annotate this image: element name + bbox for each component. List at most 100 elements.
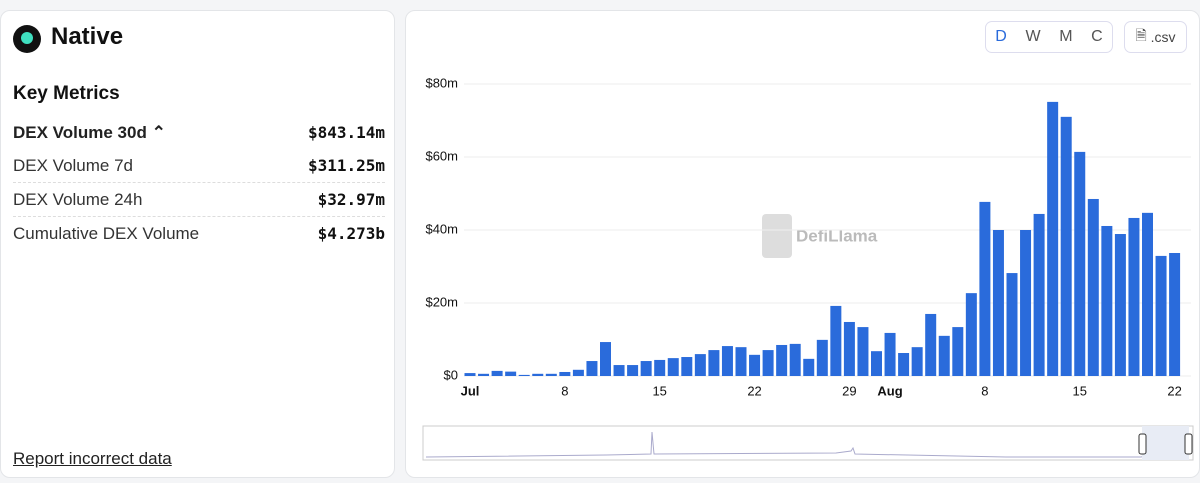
key-metrics-title: Key Metrics bbox=[13, 83, 120, 104]
metric-value: $4.273b bbox=[317, 224, 385, 243]
bar bbox=[830, 305, 842, 376]
bar bbox=[464, 373, 476, 376]
metric-row: DEX Volume 7d $311.25m bbox=[13, 149, 385, 182]
bar bbox=[1020, 230, 1032, 376]
metric-label: Cumulative DEX Volume bbox=[13, 223, 200, 243]
csv-label: .csv bbox=[1150, 29, 1176, 45]
bar bbox=[938, 335, 950, 376]
bar bbox=[681, 357, 693, 376]
brush-window[interactable] bbox=[1142, 426, 1189, 460]
bar bbox=[776, 344, 788, 376]
metric-label: DEX Volume 24h bbox=[13, 189, 143, 209]
bar bbox=[667, 358, 679, 376]
bar bbox=[559, 371, 571, 376]
bar bbox=[1169, 252, 1181, 376]
bar bbox=[572, 369, 584, 376]
bar bbox=[694, 354, 706, 376]
bar bbox=[898, 353, 910, 376]
bar bbox=[992, 230, 1004, 376]
bar bbox=[708, 350, 720, 376]
bar bbox=[1101, 225, 1113, 376]
brush-preview bbox=[425, 431, 1192, 458]
bar bbox=[1155, 255, 1167, 376]
bar bbox=[532, 373, 544, 376]
metric-value: $32.97m bbox=[317, 190, 385, 209]
x-tick-label: 8 bbox=[981, 383, 988, 398]
brush-handle[interactable] bbox=[1184, 433, 1193, 455]
brush-frame bbox=[422, 425, 1194, 461]
bar bbox=[654, 359, 666, 376]
bar bbox=[884, 332, 896, 376]
metric-label: DEX Volume 7d bbox=[13, 155, 134, 175]
chart: DefiLlama $0 $20m $40m $60m $80m Jul 8 15 22 29 Au… bbox=[422, 75, 1194, 461]
watermark-logo bbox=[762, 214, 792, 258]
bar bbox=[1114, 234, 1126, 376]
bar bbox=[600, 342, 611, 376]
metric-label-text: DEX Volume 30d bbox=[13, 122, 147, 142]
x-tick-label: 29 bbox=[842, 383, 856, 398]
metric-value: $311.25m bbox=[307, 156, 385, 175]
y-tick-label: $40m bbox=[425, 221, 458, 236]
protocol-logo bbox=[13, 25, 41, 53]
bar bbox=[586, 361, 598, 376]
metric-label: DEX Volume 30d ⌃ bbox=[13, 122, 166, 142]
period-button[interactable]: W bbox=[1025, 28, 1041, 45]
bar bbox=[952, 327, 964, 376]
x-tick-label: 8 bbox=[561, 383, 568, 398]
bar bbox=[1074, 151, 1086, 376]
bar bbox=[789, 343, 801, 376]
bar bbox=[1006, 273, 1018, 376]
bar bbox=[803, 358, 815, 376]
bar bbox=[1087, 198, 1099, 376]
bar bbox=[491, 370, 503, 376]
bar bbox=[613, 365, 625, 376]
report-link[interactable]: Report incorrect data bbox=[13, 449, 172, 468]
y-tick-label: $60m bbox=[425, 148, 458, 163]
protocol-title: Native bbox=[51, 23, 124, 50]
x-tick-label: 15 bbox=[652, 383, 666, 398]
x-tick-label: Jul bbox=[461, 383, 480, 398]
metric-row: Cumulative DEX Volume $4.273b bbox=[13, 216, 385, 250]
bar bbox=[1128, 217, 1140, 376]
bar bbox=[1033, 213, 1045, 376]
y-tick-label: $0 bbox=[444, 367, 458, 382]
bar bbox=[735, 347, 747, 376]
y-tick-label: $20m bbox=[425, 294, 458, 309]
x-tick-label: 22 bbox=[747, 383, 761, 398]
bar bbox=[1047, 101, 1059, 376]
bar bbox=[545, 373, 557, 376]
metrics-card: Native Key Metrics DEX Volume 30d ⌃ $843.… bbox=[0, 10, 395, 478]
x-tick-label: 22 bbox=[1167, 383, 1181, 398]
watermark: DefiLlama bbox=[796, 226, 878, 245]
bar bbox=[505, 371, 517, 376]
period-selector: D W M C bbox=[985, 21, 1113, 53]
bar bbox=[518, 374, 530, 376]
bar bbox=[965, 293, 977, 376]
bar bbox=[911, 347, 923, 376]
chart-card: DefiLlama $0 $20m $40m $60m $80m Jul 8 15 22 29 Au… bbox=[405, 10, 1200, 478]
bar bbox=[721, 346, 733, 376]
bar bbox=[979, 201, 991, 376]
bar bbox=[749, 354, 761, 376]
bar bbox=[1060, 116, 1072, 376]
bar bbox=[871, 351, 882, 376]
bar bbox=[925, 313, 937, 376]
bar bbox=[627, 365, 639, 376]
metric-row[interactable]: DEX Volume 30d ⌃ $843.14m bbox=[13, 116, 385, 149]
bar bbox=[816, 339, 828, 376]
period-button[interactable]: D bbox=[995, 28, 1007, 45]
x-tick-label: 15 bbox=[1073, 383, 1087, 398]
bar bbox=[478, 373, 490, 376]
bar bbox=[640, 361, 652, 376]
metric-value: $843.14m bbox=[307, 123, 385, 142]
period-button[interactable]: C bbox=[1091, 28, 1103, 45]
bar bbox=[843, 321, 855, 376]
bar bbox=[857, 327, 869, 376]
csv-button[interactable]: 🗎 .csv bbox=[1124, 21, 1187, 53]
x-tick-label: Aug bbox=[877, 383, 902, 398]
period-button[interactable]: M bbox=[1059, 28, 1073, 45]
brush-handle[interactable] bbox=[1138, 433, 1147, 455]
metric-row: DEX Volume 24h $32.97m bbox=[13, 182, 385, 216]
y-tick-label: $80m bbox=[425, 75, 458, 90]
